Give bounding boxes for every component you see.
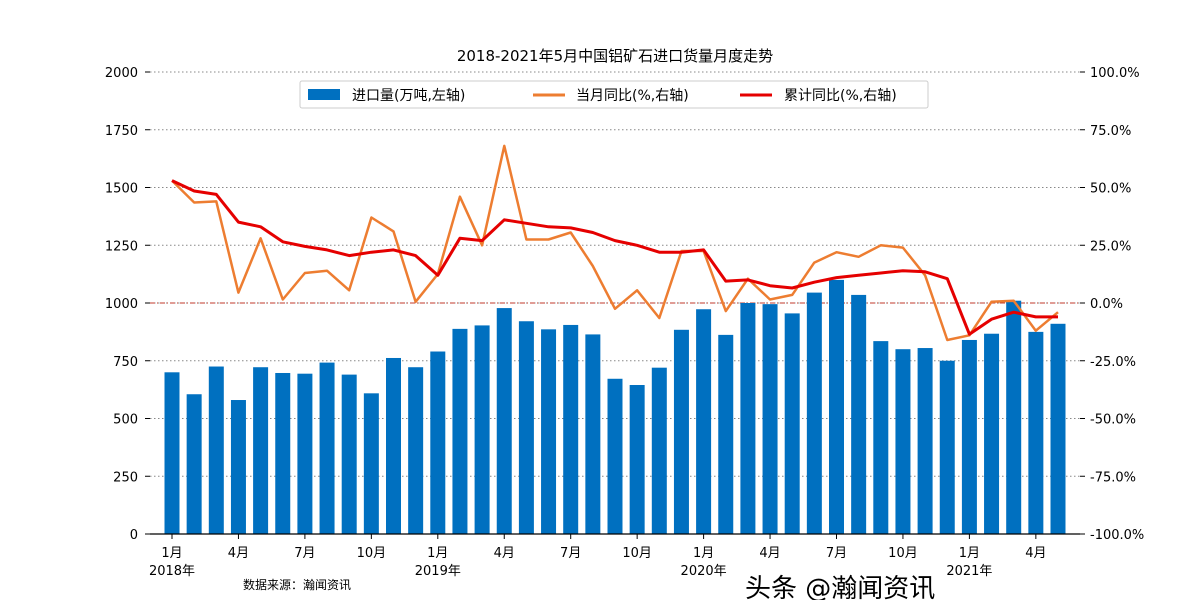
- legend-swatch-bar: [308, 89, 340, 100]
- left-tick-label: 2000: [105, 66, 138, 81]
- right-tick-label: 100.0%: [1090, 66, 1140, 81]
- x-tick-label-month: 10月: [357, 546, 387, 561]
- bar: [895, 349, 910, 534]
- bar: [763, 304, 778, 534]
- x-tick-label-month: 7月: [826, 546, 847, 561]
- bar: [1006, 301, 1021, 534]
- legend-label-bar: 进口量(万吨,左轴): [352, 88, 465, 104]
- x-tick-label-year: 2018年: [149, 564, 195, 579]
- bar: [740, 303, 755, 534]
- x-tick-label-year: 2019年: [415, 564, 461, 579]
- bar: [408, 367, 423, 534]
- right-tick-label: 75.0%: [1090, 124, 1131, 139]
- bars: [165, 280, 1066, 534]
- right-tick-label: 25.0%: [1090, 239, 1131, 254]
- watermark: 头条 @瀚闻资讯: [745, 574, 935, 600]
- legend-label-monthly: 当月同比(%,右轴): [576, 88, 689, 104]
- bar: [165, 372, 180, 534]
- x-tick-label-month: 7月: [560, 546, 581, 561]
- x-tick-label-year: 2021年: [946, 564, 992, 579]
- bar: [674, 330, 689, 534]
- bar: [386, 358, 401, 534]
- left-tick-label: 1250: [105, 239, 138, 254]
- bar: [829, 280, 844, 534]
- bar: [253, 367, 268, 534]
- x-tick-label-month: 4月: [494, 546, 515, 561]
- bar: [918, 348, 933, 534]
- bar: [1028, 332, 1043, 534]
- line-cumulative-yoy: [172, 181, 1058, 335]
- x-tick-label-month: 4月: [759, 546, 780, 561]
- bar: [209, 367, 224, 534]
- x-tick-label-year: 2020年: [681, 564, 727, 579]
- bar: [984, 334, 999, 534]
- bar: [231, 400, 246, 534]
- bar: [807, 293, 822, 534]
- left-tick-label: 0: [130, 528, 138, 543]
- bar: [187, 394, 202, 534]
- bar: [585, 334, 600, 534]
- bar: [630, 385, 645, 534]
- bar: [652, 368, 667, 534]
- source-note: 数据来源：瀚闻资讯: [243, 577, 351, 592]
- right-tick-label: -75.0%: [1090, 470, 1136, 485]
- bar: [342, 375, 357, 534]
- bar: [364, 393, 379, 534]
- bar: [297, 374, 312, 534]
- right-tick-label: -100.0%: [1090, 528, 1144, 543]
- chart-title: 2018-2021年5月中国铝矿石进口货量月度走势: [457, 47, 773, 65]
- right-tick-label: -50.0%: [1090, 413, 1136, 428]
- x-tick-label-month: 1月: [693, 546, 714, 561]
- left-tick-label: 500: [113, 413, 138, 428]
- x-tick-label-month: 1月: [161, 546, 182, 561]
- x-tick-label-month: 10月: [888, 546, 918, 561]
- bar: [608, 379, 623, 534]
- bar: [519, 321, 534, 534]
- x-tick-label-month: 4月: [228, 546, 249, 561]
- bar: [962, 340, 977, 534]
- bar: [873, 341, 888, 534]
- bar: [718, 335, 733, 534]
- right-tick-label: -25.0%: [1090, 355, 1136, 370]
- left-tick-label: 1500: [105, 182, 138, 197]
- bar: [430, 352, 445, 534]
- right-tick-label: 50.0%: [1090, 182, 1131, 197]
- bar: [541, 329, 556, 534]
- left-tick-label: 250: [113, 470, 138, 485]
- x-tick-label-month: 1月: [427, 546, 448, 561]
- legend-label-cumulative: 累计同比(%,右轴): [784, 88, 897, 104]
- bar: [940, 361, 955, 534]
- bar: [851, 295, 866, 534]
- left-tick-label: 750: [113, 355, 138, 370]
- legend: 进口量(万吨,左轴) 当月同比(%,右轴) 累计同比(%,右轴): [300, 81, 928, 108]
- left-tick-label: 1000: [105, 297, 138, 312]
- right-tick-label: 0.0%: [1090, 297, 1123, 312]
- bar: [452, 329, 467, 534]
- x-tick-label-month: 1月: [959, 546, 980, 561]
- x-tick-label-month: 10月: [622, 546, 652, 561]
- bar: [275, 373, 290, 534]
- bar: [320, 363, 335, 534]
- bar: [563, 325, 578, 534]
- bar: [696, 309, 711, 534]
- lines: [172, 146, 1058, 340]
- bar: [785, 313, 800, 534]
- bar: [1051, 324, 1066, 534]
- left-tick-label: 1750: [105, 124, 138, 139]
- x-tick-label-month: 7月: [294, 546, 315, 561]
- bar: [497, 308, 512, 534]
- line-monthly-yoy: [172, 146, 1058, 340]
- bar: [475, 325, 490, 534]
- x-tick-label-month: 4月: [1025, 546, 1046, 561]
